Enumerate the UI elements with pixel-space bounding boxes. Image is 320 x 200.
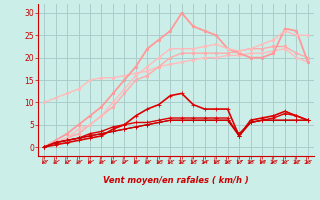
X-axis label: Vent moyen/en rafales ( km/h ): Vent moyen/en rafales ( km/h ) [103,176,249,185]
